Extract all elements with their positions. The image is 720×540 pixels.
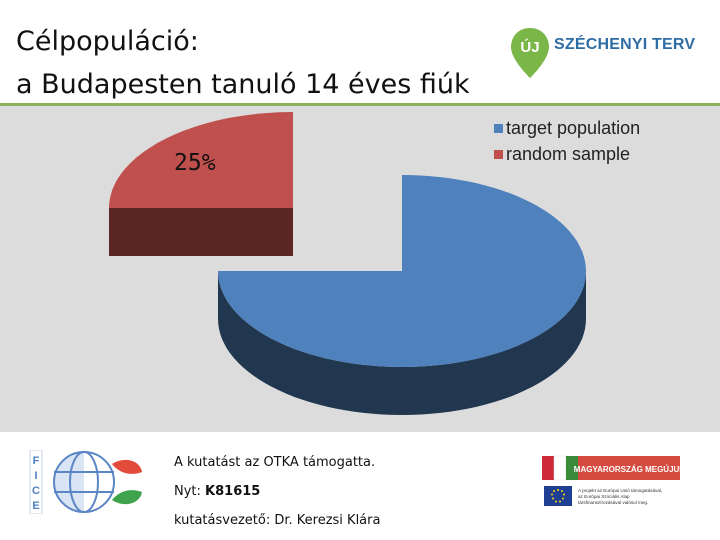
svg-text:társfinanszírozásával valósul: társfinanszírozásával valósul meg. bbox=[578, 500, 648, 505]
footer bbox=[0, 432, 720, 540]
svg-text:I: I bbox=[34, 470, 37, 482]
eu-banner-text: MAGYARORSZÁG MEGÚJUL bbox=[574, 465, 684, 474]
slice-random-sample bbox=[109, 112, 293, 208]
svg-text:F: F bbox=[33, 455, 40, 467]
data-label-random-sample: 25% bbox=[174, 150, 216, 176]
slice-side-random-sample bbox=[109, 208, 293, 256]
nyt-value: K81615 bbox=[205, 484, 261, 499]
title-line-2: a Budapesten tanuló 14 éves fiúk bbox=[16, 69, 470, 100]
legend-item-target-population: target population bbox=[494, 115, 640, 141]
slice-target-population bbox=[218, 175, 586, 367]
fice-logo: F I C E bbox=[29, 450, 142, 514]
logo-pin-text: ÚJ bbox=[520, 38, 539, 56]
eu-funding-logo: MAGYARORSZÁG MEGÚJUL A projekt az Európa… bbox=[542, 455, 684, 506]
chart-plot-area: 25% bbox=[0, 106, 720, 432]
svg-text:C: C bbox=[32, 485, 40, 497]
footer-line-nyt: Nyt: K81615 bbox=[174, 477, 380, 506]
nyt-label: Nyt: bbox=[174, 484, 206, 499]
map-pin-icon: ÚJ bbox=[511, 28, 549, 78]
legend-item-random-sample: random sample bbox=[494, 141, 640, 167]
title-divider bbox=[0, 103, 720, 106]
logo-text: SZÉCHENYI TERV bbox=[554, 36, 696, 53]
title-line-1: Célpopuláció: bbox=[16, 26, 199, 57]
svg-text:E: E bbox=[32, 500, 39, 512]
svg-text:A projekt az Európai Unió támo: A projekt az Európai Unió támogatásával, bbox=[578, 488, 662, 493]
pie-chart: 25% bbox=[109, 112, 586, 415]
szechenyi-terv-logo: ÚJ SZÉCHENYI TERV bbox=[508, 26, 708, 82]
legend-label-random-sample: random sample bbox=[506, 144, 631, 164]
legend-label-target-population: target population bbox=[506, 118, 641, 138]
footer-line-otka: A kutatást az OTKA támogatta. bbox=[174, 455, 376, 470]
footer-line-leader: kutatásvezető: Dr. Kerezsi Klára bbox=[174, 513, 381, 528]
legend-swatch-random-sample bbox=[494, 149, 503, 159]
legend-swatch-target-population bbox=[494, 123, 503, 133]
footer-credits: A kutatást az OTKA támogatta. Nyt: K8161… bbox=[174, 448, 380, 535]
svg-text:az Európai Szociális Alap: az Európai Szociális Alap bbox=[578, 494, 630, 499]
chart-legend: target population random sample bbox=[494, 115, 640, 167]
slice-side-target-population bbox=[218, 271, 586, 415]
slide-title: Célpopuláció: a Budapesten tanuló 14 éve… bbox=[16, 20, 470, 106]
